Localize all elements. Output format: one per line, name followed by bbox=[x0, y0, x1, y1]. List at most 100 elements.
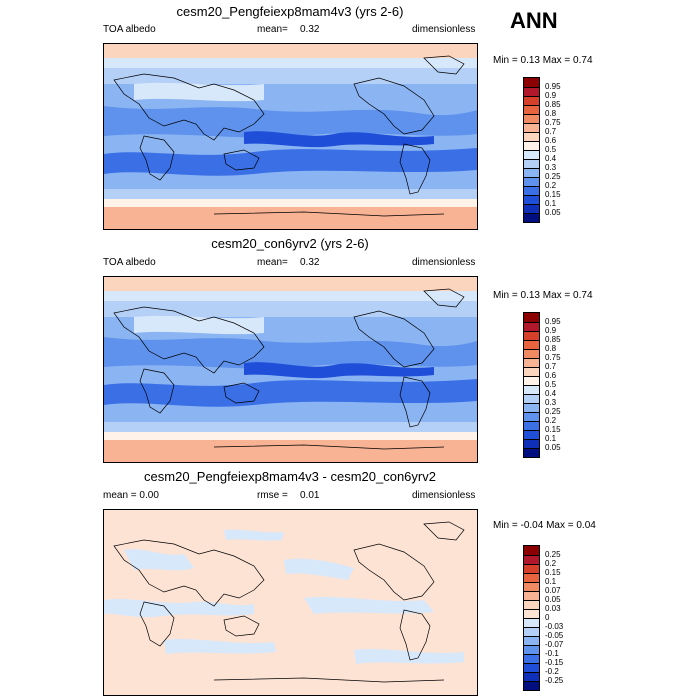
colorbar-cell bbox=[524, 654, 539, 663]
colorbar-tick-label: 0.15 bbox=[545, 568, 561, 577]
colorbar-separator bbox=[524, 322, 539, 323]
panel-1-map-field bbox=[104, 44, 477, 229]
colorbar-separator bbox=[524, 358, 539, 359]
colorbar-cell bbox=[524, 159, 539, 168]
colorbar-separator bbox=[524, 150, 539, 151]
panel-1-mean-value: 0.32 bbox=[300, 24, 320, 35]
colorbar-tick-label: -0.25 bbox=[545, 676, 564, 685]
colorbar-tick-label: 0.1 bbox=[545, 434, 557, 443]
colorbar-cell bbox=[524, 313, 539, 322]
panel-1-variable-label: TOA albedo bbox=[103, 24, 156, 35]
colorbar-cell bbox=[524, 421, 539, 430]
colorbar-separator bbox=[524, 591, 539, 592]
colorbar-tick-label: 0.4 bbox=[545, 154, 557, 163]
colorbar-tick-label: 0.6 bbox=[545, 136, 557, 145]
colorbar-cell bbox=[524, 141, 539, 150]
colorbar-tick-label: 0.3 bbox=[545, 163, 557, 172]
colorbar-cell bbox=[524, 636, 539, 645]
colorbar-separator bbox=[524, 87, 539, 88]
colorbar-separator bbox=[524, 385, 539, 386]
colorbar-separator bbox=[524, 96, 539, 97]
colorbar-cell bbox=[524, 681, 539, 690]
colorbar-tick-label: 0.95 bbox=[545, 317, 561, 326]
colorbar-cell bbox=[524, 439, 539, 448]
colorbar-separator bbox=[524, 340, 539, 341]
colorbar-separator bbox=[524, 672, 539, 673]
colorbar-separator bbox=[524, 114, 539, 115]
colorbar-cell bbox=[524, 322, 539, 331]
panel-3-rmse-label: rmse = bbox=[257, 490, 288, 501]
panel-3-rmse-value: 0.01 bbox=[300, 490, 320, 501]
colorbar-tick-label: 0.75 bbox=[545, 118, 561, 127]
colorbar-tick-label: -0.2 bbox=[545, 667, 559, 676]
season-label: ANN bbox=[510, 8, 558, 33]
colorbar-cell bbox=[524, 403, 539, 412]
colorbar-separator bbox=[524, 573, 539, 574]
colorbar-tick-label: 0.8 bbox=[545, 109, 557, 118]
colorbar-cell bbox=[524, 349, 539, 358]
colorbar-tick-label: 0.05 bbox=[545, 595, 561, 604]
colorbar-tick-label: 0.15 bbox=[545, 425, 561, 434]
colorbar-separator bbox=[524, 421, 539, 422]
colorbar-cell bbox=[524, 195, 539, 204]
panel-1-coastlines bbox=[113, 55, 465, 217]
colorbar-tick-label: 0.25 bbox=[545, 172, 561, 181]
panel-2-minmax: Min = 0.13 Max = 0.74 bbox=[493, 290, 593, 301]
colorbar-cell bbox=[524, 177, 539, 186]
colorbar-separator bbox=[524, 555, 539, 556]
colorbar-tick-label: 0.6 bbox=[545, 371, 557, 380]
panel-3-units: dimensionless bbox=[412, 490, 476, 501]
colorbar-cell bbox=[524, 168, 539, 177]
colorbar-tick-label: 0.07 bbox=[545, 586, 561, 595]
colorbar-separator bbox=[524, 618, 539, 619]
colorbar-tick-label: 0.25 bbox=[545, 550, 561, 559]
panel-3-coastlines bbox=[113, 521, 465, 683]
colorbar-separator bbox=[524, 439, 539, 440]
colorbar-cell bbox=[524, 573, 539, 582]
colorbar-tick-label: 0.95 bbox=[545, 82, 561, 91]
colorbar-tick-label: 0.1 bbox=[545, 199, 557, 208]
colorbar-cell bbox=[524, 114, 539, 123]
panel-1-units: dimensionless bbox=[412, 24, 476, 35]
colorbar-tick-label: 0.75 bbox=[545, 353, 561, 362]
colorbar-cell bbox=[524, 376, 539, 385]
colorbar-cell bbox=[524, 96, 539, 105]
colorbar-tick-label: 0.1 bbox=[545, 577, 557, 586]
colorbar-cell bbox=[524, 87, 539, 96]
panel-1-mean-label: mean= bbox=[257, 24, 288, 35]
colorbar-cell bbox=[524, 385, 539, 394]
colorbar-tick-label: 0.25 bbox=[545, 407, 561, 416]
colorbar-cell bbox=[524, 663, 539, 672]
colorbar-cell bbox=[524, 645, 539, 654]
colorbar-cell bbox=[524, 367, 539, 376]
colorbar-tick-label: 0.3 bbox=[545, 398, 557, 407]
colorbar-separator bbox=[524, 645, 539, 646]
colorbar-separator bbox=[524, 141, 539, 142]
colorbar-separator bbox=[524, 331, 539, 332]
panel-3-title: cesm20_Pengfeiexp8mam4v3 - cesm20_con6yr… bbox=[144, 469, 436, 484]
colorbar-tick-label: -0.05 bbox=[545, 631, 564, 640]
colorbar-separator bbox=[524, 349, 539, 350]
colorbar-separator bbox=[524, 376, 539, 377]
panel-1-map bbox=[103, 43, 478, 230]
panel-1-colorbar bbox=[523, 77, 540, 223]
colorbar-tick-label: 0 bbox=[545, 613, 550, 622]
panel-3-colorbar bbox=[523, 545, 540, 691]
colorbar-cell bbox=[524, 618, 539, 627]
panel-2-mean-value: 0.32 bbox=[300, 257, 320, 268]
colorbar-cell bbox=[524, 627, 539, 636]
colorbar-tick-label: 0.05 bbox=[545, 443, 561, 452]
colorbar-cell bbox=[524, 609, 539, 618]
colorbar-cell bbox=[524, 591, 539, 600]
panel-2-mean-label: mean= bbox=[257, 257, 288, 268]
colorbar-tick-label: 0.2 bbox=[545, 416, 557, 425]
colorbar-cell bbox=[524, 213, 539, 222]
colorbar-separator bbox=[524, 105, 539, 106]
colorbar-cell bbox=[524, 123, 539, 132]
colorbar-tick-label: 0.7 bbox=[545, 127, 557, 136]
colorbar-separator bbox=[524, 367, 539, 368]
panel-2-map bbox=[103, 276, 478, 463]
colorbar-tick-label: 0.03 bbox=[545, 604, 561, 613]
colorbar-tick-label: 0.05 bbox=[545, 208, 561, 217]
colorbar-cell bbox=[524, 358, 539, 367]
